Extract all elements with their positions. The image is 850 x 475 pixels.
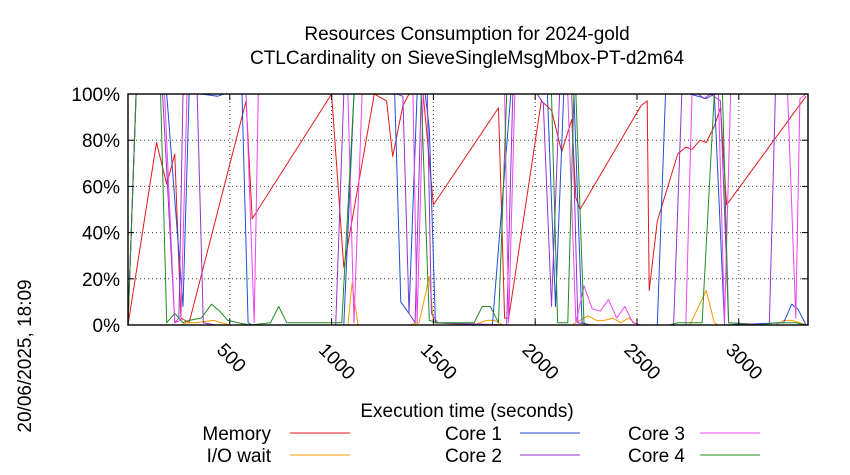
chart-title-line-1: Resources Consumption for 2024-gold bbox=[304, 24, 629, 45]
legend-label-core-1: Core 1 bbox=[445, 424, 502, 445]
legend-label-core-2: Core 2 bbox=[445, 446, 502, 467]
series-line-core-4 bbox=[127, 93, 807, 326]
y-tick-label: 60% bbox=[82, 177, 120, 198]
series-line-core-2 bbox=[127, 93, 806, 326]
x-tick-label: 2500 bbox=[619, 340, 664, 385]
x-tick-label: 3000 bbox=[721, 340, 766, 385]
x-axis: 500 1000 1500 2000 2500 3000 bbox=[212, 94, 766, 384]
chart-title-line-2: CTLCardinality on SieveSingleMsgMbox-PT-… bbox=[250, 48, 684, 69]
y-tick-label: 40% bbox=[82, 224, 120, 245]
x-tick-label: 2000 bbox=[518, 340, 563, 385]
y-tick-label: 20% bbox=[82, 270, 120, 291]
timestamp-label: 20/06/2025, 18:09 bbox=[15, 279, 36, 432]
y-tick-label: 0% bbox=[93, 316, 121, 337]
x-tick-label: 500 bbox=[212, 340, 249, 377]
legend-label-core-4: Core 4 bbox=[628, 446, 685, 467]
y-tick-label: 80% bbox=[82, 131, 120, 152]
plot-frame bbox=[127, 93, 809, 326]
y-tick-label: 100% bbox=[71, 85, 120, 106]
legend-label-core-3: Core 3 bbox=[628, 424, 685, 445]
legend-label-memory: Memory bbox=[202, 424, 271, 445]
y-axis: 0% 20% 40% 60% 80% 100% bbox=[71, 85, 808, 337]
x-tick-label: 1500 bbox=[416, 340, 461, 385]
legend-label-i-o-wait: I/O wait bbox=[207, 446, 272, 467]
x-tick-label: 1000 bbox=[314, 340, 359, 385]
x-axis-label: Execution time (seconds) bbox=[360, 401, 573, 422]
grid bbox=[128, 94, 808, 325]
